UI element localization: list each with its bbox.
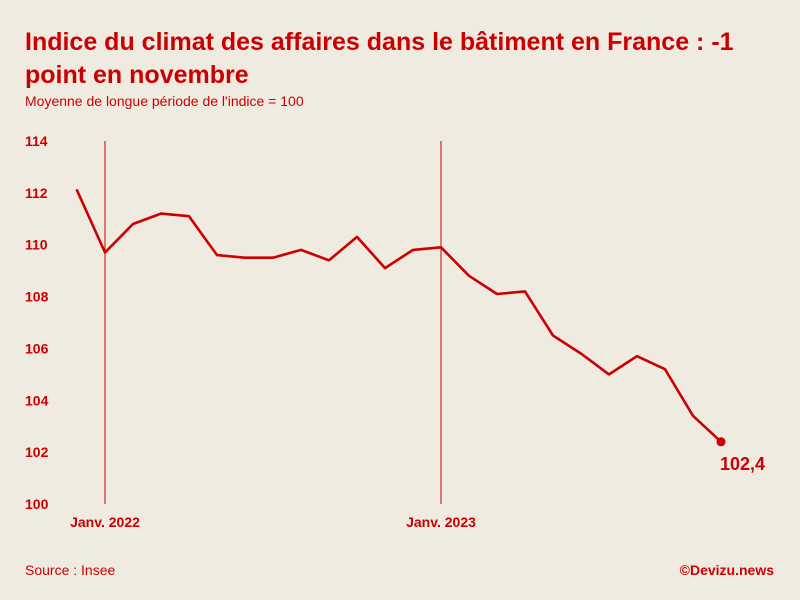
series-line [75,189,723,444]
y-tick-label: 104 [25,392,49,408]
chart-title: Indice du climat des affaires dans le bâ… [25,28,734,89]
source-note: Source : Insee [25,562,116,578]
x-tick-label: Janv. 2022 [70,514,140,530]
chart-subtitle: Moyenne de longue période de l'indice = … [25,93,304,109]
y-tick-label: 108 [25,289,49,305]
x-tick-label: Janv. 2023 [406,514,476,530]
credit-note: ©Devizu.news [679,562,774,578]
end-point-marker [716,437,726,447]
y-tick-label: 100 [25,496,49,512]
y-tick-label: 112 [25,185,48,201]
y-tick-label: 114 [25,133,48,149]
y-tick-label: 106 [25,340,49,356]
end-value-label: 102,4 [720,454,765,474]
y-tick-label: 102 [25,444,49,460]
y-tick-label: 110 [25,237,48,253]
